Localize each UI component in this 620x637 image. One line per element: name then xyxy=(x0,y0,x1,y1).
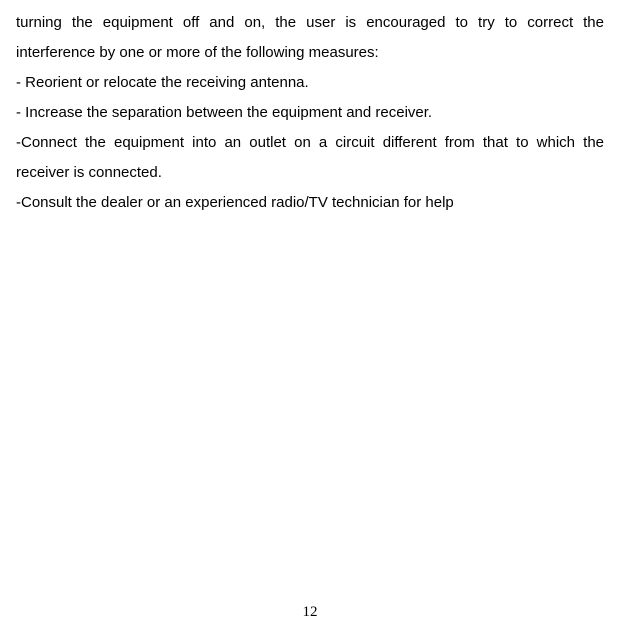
page-number: 12 xyxy=(0,604,620,621)
document-content: turning the equipment off and on, the us… xyxy=(0,0,620,218)
bullet-item-4: -Consult the dealer or an experienced ra… xyxy=(16,188,604,218)
bullet-item-3: -Connect the equipment into an outlet on… xyxy=(16,128,604,188)
bullet-item-2: - Increase the separation between the eq… xyxy=(16,98,604,128)
intro-paragraph: turning the equipment off and on, the us… xyxy=(16,8,604,68)
bullet-item-1: - Reorient or relocate the receiving ant… xyxy=(16,68,604,98)
